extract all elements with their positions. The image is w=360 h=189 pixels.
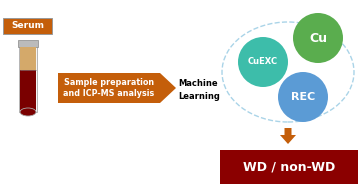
Polygon shape (18, 40, 38, 47)
FancyBboxPatch shape (3, 18, 52, 34)
Text: Sample preparation
and ICP-MS analysis: Sample preparation and ICP-MS analysis (63, 78, 155, 98)
Polygon shape (20, 47, 36, 70)
Polygon shape (20, 70, 36, 110)
Text: Cu: Cu (309, 32, 327, 44)
FancyArrow shape (58, 73, 176, 103)
Text: CuEXC: CuEXC (248, 57, 278, 67)
FancyArrow shape (280, 128, 296, 144)
Polygon shape (19, 44, 37, 112)
Ellipse shape (20, 108, 36, 116)
Circle shape (293, 13, 343, 63)
Circle shape (238, 37, 288, 87)
FancyBboxPatch shape (220, 150, 358, 184)
Text: REC: REC (291, 92, 315, 102)
Text: Machine
Learning: Machine Learning (178, 79, 220, 101)
Circle shape (278, 72, 328, 122)
Text: Serum: Serum (11, 22, 44, 30)
Text: WD / non-WD: WD / non-WD (243, 160, 335, 174)
